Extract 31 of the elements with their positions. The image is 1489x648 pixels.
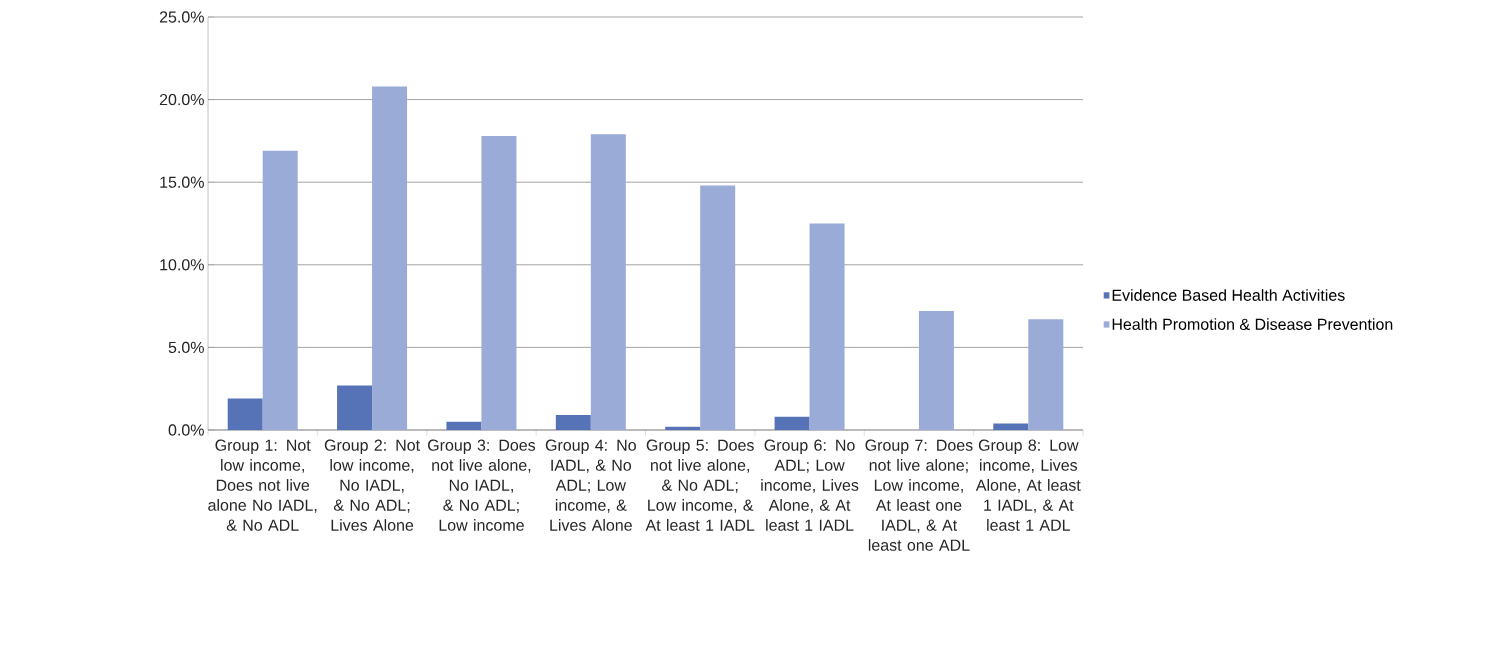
y-tick-label: 5.0% (168, 341, 204, 354)
bar (700, 185, 736, 430)
x-tick-label: Group 6: No ADL; Low income, Lives Alone, & At least 1 IADL (761, 439, 859, 531)
legend-label: Health Promotion & Disease Prevention (1112, 318, 1393, 330)
x-tick-label: Group 2: Not low income, No IADL, & No ADL; Lives Alone (324, 439, 420, 531)
bar (337, 385, 373, 430)
bar (481, 135, 517, 430)
x-tick-label: Group 7: Does not live alone; Low income, At least one IADL, & At least one ADL (865, 439, 973, 551)
bar (665, 426, 701, 430)
y-tick-label: 0.0% (168, 424, 204, 436)
bar (809, 223, 845, 430)
x-tick-label: Group 8: Low income, Lives Alone, At least 1 IADL, & At least 1 ADL (975, 439, 1081, 531)
y-tick-label: 20.0% (159, 93, 204, 106)
bar (372, 86, 408, 430)
x-tick-label: Group 5: Does not live alone, & No ADL; Low income, & At least 1 IADL (645, 439, 755, 531)
bar (446, 421, 482, 430)
bar (227, 398, 263, 430)
bar (1028, 319, 1064, 430)
legend-label: Evidence Based Health Activities (1112, 289, 1345, 301)
x-tick-label: Group 1: Not low income, Does not live alone No IADL, & No ADL (208, 439, 317, 531)
y-tick-label: 15.0% (160, 176, 204, 188)
x-tick-label: Group 3: Does not live alone, No IADL, & No ADL; Low income (428, 439, 536, 531)
bar (262, 150, 298, 430)
bar (555, 415, 591, 430)
bar (774, 416, 810, 430)
bar (590, 134, 626, 430)
y-tick-label: 10.0% (160, 259, 204, 271)
bar (993, 423, 1029, 430)
y-tick-label: 25.0% (159, 11, 204, 23)
x-tick-label: Group 4: No IADL, & No ADL; Low income, & Lives Alone (545, 439, 636, 531)
bar (918, 311, 954, 430)
